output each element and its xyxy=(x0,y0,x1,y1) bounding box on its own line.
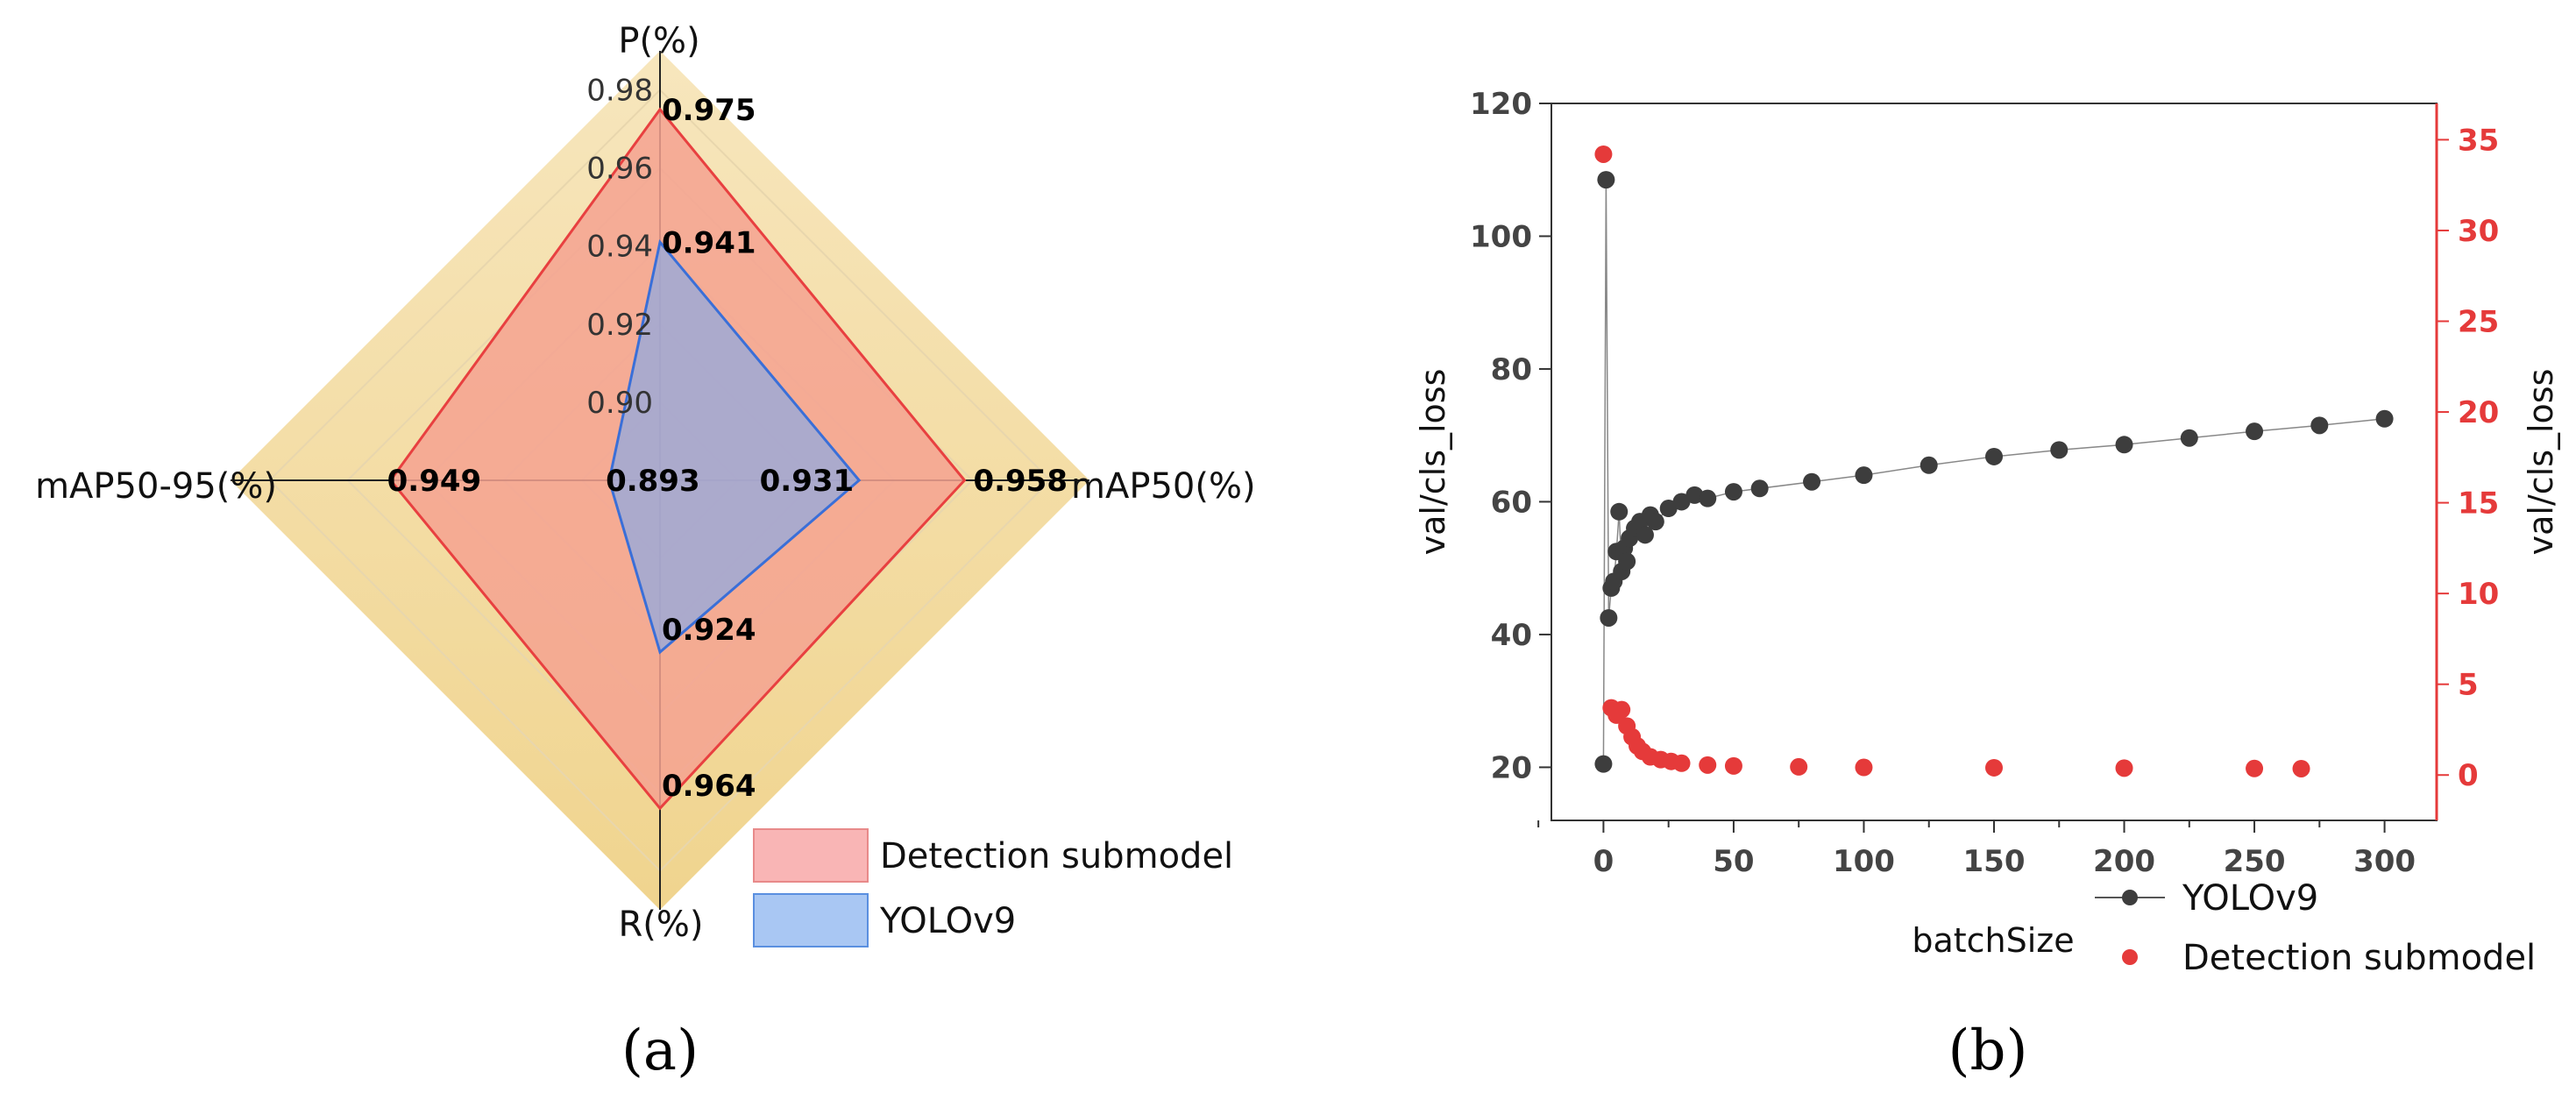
series-1-point-19 xyxy=(2292,759,2310,777)
legend-label-detection-b: Detection submodel xyxy=(2182,938,2536,978)
y-axis-label-right: val/cls_loss xyxy=(2522,369,2560,556)
series-1-point-18 xyxy=(2246,759,2264,777)
x-tick-label-3: 150 xyxy=(1963,844,2026,879)
series-0-point-16 xyxy=(1659,500,1678,518)
axis-label-map50: mAP50(%) xyxy=(1071,466,1256,507)
y-right-tick-label-1: 5 xyxy=(2458,668,2479,703)
x-ticks: 0 50 100 150 200 250 300 xyxy=(1537,820,2416,879)
y-right-tick-label-4: 20 xyxy=(2458,395,2499,430)
axis-label-r: R(%) xyxy=(618,905,703,945)
x-tick-label-0: 0 xyxy=(1593,844,1614,879)
x-tick-label-4: 200 xyxy=(2093,844,2155,879)
x-tick-label-5: 250 xyxy=(2224,844,2286,879)
series-0-point-22 xyxy=(1803,472,1821,491)
scatter-legend: YOLOv9 Detection submodel xyxy=(2095,878,2536,978)
series-0-point-17 xyxy=(1672,493,1691,511)
y-right-tick-label-6: 30 xyxy=(2458,214,2499,249)
series-0-point-0 xyxy=(1594,755,1613,773)
axis-label-map50-95: mAP50-95(%) xyxy=(35,466,277,507)
radar-value-label-1-0: 0.941 xyxy=(662,225,756,260)
series-1-point-13 xyxy=(1724,756,1742,775)
series-0-point-9 xyxy=(1618,552,1636,571)
radar-series xyxy=(388,107,967,811)
series-0-point-29 xyxy=(2246,422,2264,441)
series-0-point-30 xyxy=(2310,416,2329,435)
radar-tick-label-1: 0.96 xyxy=(586,152,653,187)
y-left-tick-label-3: 80 xyxy=(1491,352,1532,387)
series-1-point-17 xyxy=(2115,759,2133,777)
series-1-point-12 xyxy=(1699,756,1717,774)
legend-swatch-detection xyxy=(753,828,869,883)
panel-label-b: (b) xyxy=(1948,1018,2028,1083)
series-0-point-1 xyxy=(1597,171,1615,189)
legend-marker-yolov9 xyxy=(2122,890,2138,905)
radar-ticks: 0.98 0.96 0.94 0.92 0.90 xyxy=(586,74,653,421)
y-left-tick-label-4: 100 xyxy=(1470,219,1532,254)
radar-tick-label-4: 0.90 xyxy=(586,386,653,421)
y-left-tick-label-2: 60 xyxy=(1491,485,1532,520)
series-0-point-27 xyxy=(2115,436,2133,454)
radar-value-label-0-0: 0.975 xyxy=(662,93,756,128)
y-right-tick-label-2: 10 xyxy=(2458,577,2499,612)
series-1-point-0 xyxy=(1594,145,1613,163)
radar-value-labels: 0.975 0.958 0.964 0.949 0.941 0.931 0.924 0.893 xyxy=(387,93,1068,804)
series-1-point-11 xyxy=(1672,754,1691,772)
radar-value-label-1-2: 0.924 xyxy=(662,613,756,648)
y-left-tick-label-0: 20 xyxy=(1491,750,1532,785)
series-1-point-15 xyxy=(1855,758,1873,777)
series-0-point-31 xyxy=(2375,409,2394,428)
series-1-point-16 xyxy=(1985,758,2003,777)
series-line-0 xyxy=(1602,180,2385,764)
legend-label-yolov9-b: YOLOv9 xyxy=(2182,878,2318,919)
y-right-tick-label-5: 25 xyxy=(2458,305,2499,340)
series-0-point-13 xyxy=(1636,526,1654,544)
series-0-point-19 xyxy=(1699,489,1717,507)
y-axis-label-left: val/cls_loss xyxy=(1414,369,1452,556)
series-0-point-15 xyxy=(1646,513,1664,531)
series-0-point-2 xyxy=(1600,608,1618,627)
y-right-tick-label-7: 35 xyxy=(2458,123,2499,158)
series-0-point-21 xyxy=(1750,479,1769,498)
legend-label-yolov9: YOLOv9 xyxy=(879,901,1016,941)
series-0-point-20 xyxy=(1724,483,1742,501)
y-left-tick-label-1: 40 xyxy=(1491,618,1532,653)
radar-legend: Detection submodel YOLOv9 xyxy=(753,828,1233,947)
scatter-chart: 0 50 100 150 200 250 300 20 40 60 80 100 120 0 5 10 15… xyxy=(1414,87,2560,1083)
axis-label-p: P(%) xyxy=(618,21,699,61)
scatter-series xyxy=(1594,145,2394,777)
radar-value-label-0-3: 0.949 xyxy=(387,464,482,499)
x-tick-label-2: 100 xyxy=(1833,844,1895,879)
x-tick-label-1: 50 xyxy=(1713,844,1754,879)
y-right-tick-label-3: 15 xyxy=(2458,486,2499,522)
series-0-point-25 xyxy=(1985,447,2003,465)
radar-value-label-1-1: 0.931 xyxy=(760,464,855,499)
series-1-point-14 xyxy=(1790,757,1808,776)
y-left-tick-label-5: 120 xyxy=(1470,87,1532,122)
legend-swatch-yolov9 xyxy=(753,893,869,947)
radar-value-label-0-1: 0.958 xyxy=(973,464,1068,499)
y-left-ticks: 20 40 60 80 100 120 xyxy=(1470,87,1551,785)
radar-tick-label-2: 0.94 xyxy=(586,230,653,265)
series-0-point-24 xyxy=(1920,456,1938,474)
radar-tick-label-3: 0.92 xyxy=(586,308,653,343)
x-axis-label: batchSize xyxy=(1912,921,2074,960)
x-tick-label-6: 300 xyxy=(2353,844,2416,879)
series-0-point-26 xyxy=(2050,441,2069,459)
panel-label-a: (a) xyxy=(621,1018,699,1083)
series-0-point-6 xyxy=(1610,502,1629,521)
legend-label-detection: Detection submodel xyxy=(880,836,1233,876)
series-0-point-23 xyxy=(1855,466,1873,485)
radar-chart: 0.98 0.96 0.94 0.92 0.90 0.975 0.958 0.964 0.94… xyxy=(35,21,1255,1083)
y-right-ticks: 0 5 10 15 20 25 30 35 xyxy=(2437,123,2499,793)
series-1-point-3 xyxy=(1613,700,1631,719)
radar-series-1 xyxy=(607,238,862,655)
radar-value-label-1-3: 0.893 xyxy=(606,464,700,499)
series-0-point-28 xyxy=(2180,429,2198,447)
y-right-tick-label-0: 0 xyxy=(2458,758,2479,793)
radar-tick-label-0: 0.98 xyxy=(586,74,653,109)
legend-marker-detection xyxy=(2122,949,2138,965)
radar-value-label-0-2: 0.964 xyxy=(662,769,756,804)
